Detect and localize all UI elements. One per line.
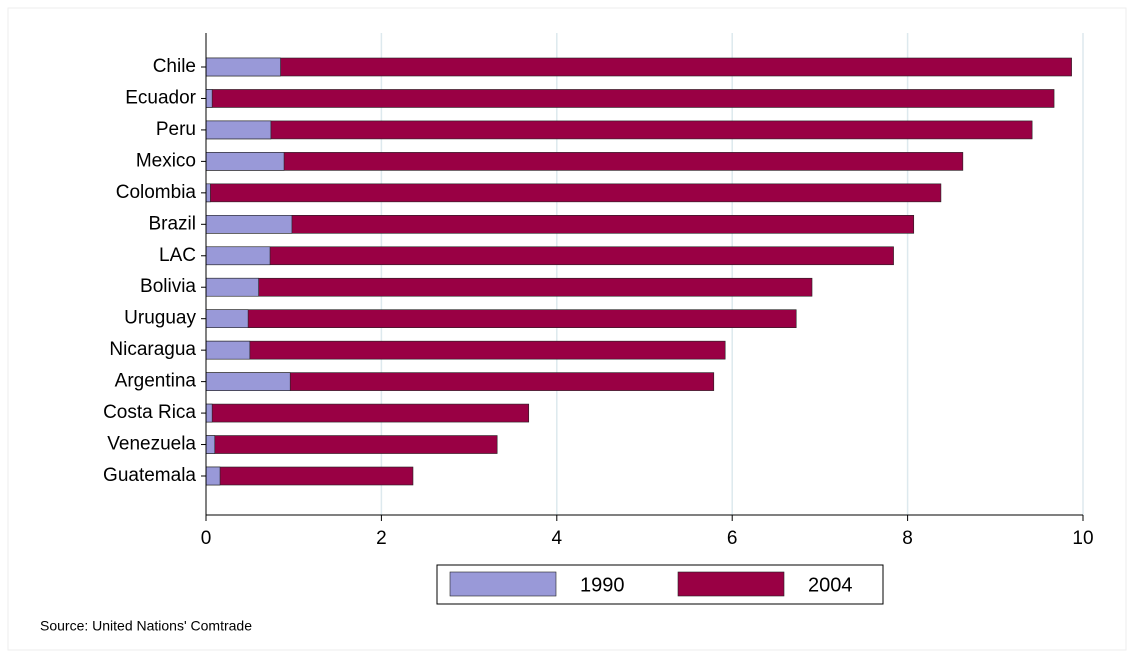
frame (7, 7, 1127, 651)
bar (205, 340, 251, 360)
bar (205, 120, 1033, 140)
x-tick-label: 6 (727, 528, 738, 549)
bar (205, 435, 216, 454)
y-tick-label: Peru (156, 119, 196, 140)
bar (205, 57, 281, 77)
legend-label: 2004 (808, 574, 853, 596)
bar (205, 435, 498, 454)
bar (205, 215, 915, 234)
y-tick-label: Nicaragua (109, 339, 196, 360)
y-tick-label: Chile (153, 56, 196, 77)
y-tick-label: LAC (159, 245, 196, 266)
bar (205, 372, 291, 391)
y-tick-label: Venezuela (107, 434, 196, 455)
bar (205, 340, 726, 360)
y-tick-label: Ecuador (125, 87, 196, 108)
y-tick-label: Argentina (115, 371, 197, 392)
y-tick-label: Colombia (116, 182, 197, 203)
bar (205, 246, 894, 266)
x-tick-label: 8 (902, 528, 913, 549)
x-tick-label: 10 (1072, 528, 1093, 549)
legend-swatch (449, 571, 557, 597)
y-tick-label: Mexico (136, 150, 196, 171)
bar (205, 183, 211, 203)
x-tick-label: 2 (376, 528, 387, 549)
bar (205, 152, 285, 171)
bar (205, 403, 530, 423)
bar (205, 277, 259, 297)
bar (205, 152, 964, 171)
x-tick-label: 0 (201, 528, 212, 549)
bar (205, 466, 221, 486)
y-tick-label: Brazil (148, 213, 196, 234)
bar (205, 89, 1055, 108)
bar (205, 277, 813, 297)
y-tick-label: Guatemala (103, 465, 196, 486)
legend-label: 1990 (580, 574, 625, 596)
y-tick-label: Uruguay (124, 308, 196, 329)
bar (205, 309, 797, 328)
bar (205, 403, 213, 423)
bar (205, 89, 213, 108)
y-tick-label: Bolivia (140, 276, 196, 297)
bar (205, 120, 272, 140)
source-note: Source: United Nations' Comtrade (40, 618, 252, 634)
bar (205, 466, 414, 486)
bar (205, 309, 249, 328)
bar (205, 57, 1072, 77)
bar (205, 215, 293, 234)
y-tick-label: Costa Rica (103, 402, 196, 423)
legend-swatch (677, 571, 785, 597)
bar (205, 246, 271, 266)
bar (205, 183, 942, 203)
x-tick-label: 4 (552, 528, 563, 549)
